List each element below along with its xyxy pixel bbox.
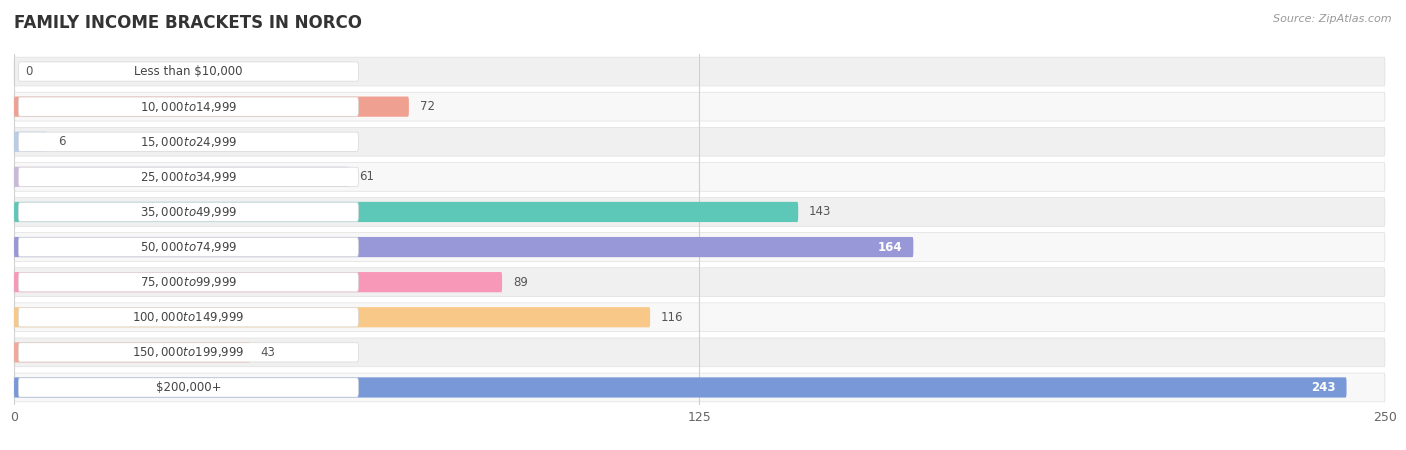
- FancyBboxPatch shape: [18, 167, 359, 186]
- Text: $10,000 to $14,999: $10,000 to $14,999: [139, 99, 238, 114]
- Text: 72: 72: [420, 100, 434, 113]
- Text: FAMILY INCOME BRACKETS IN NORCO: FAMILY INCOME BRACKETS IN NORCO: [14, 14, 363, 32]
- FancyBboxPatch shape: [18, 273, 359, 292]
- Text: $25,000 to $34,999: $25,000 to $34,999: [139, 170, 238, 184]
- FancyBboxPatch shape: [14, 303, 1385, 332]
- FancyBboxPatch shape: [14, 198, 1385, 226]
- Text: $100,000 to $149,999: $100,000 to $149,999: [132, 310, 245, 324]
- FancyBboxPatch shape: [18, 378, 359, 397]
- FancyBboxPatch shape: [18, 308, 359, 327]
- Text: 89: 89: [513, 276, 527, 288]
- Text: $15,000 to $24,999: $15,000 to $24,999: [139, 135, 238, 149]
- Text: $50,000 to $74,999: $50,000 to $74,999: [139, 240, 238, 254]
- FancyBboxPatch shape: [14, 167, 349, 187]
- FancyBboxPatch shape: [18, 132, 359, 151]
- FancyBboxPatch shape: [18, 62, 359, 81]
- FancyBboxPatch shape: [18, 238, 359, 256]
- Text: Source: ZipAtlas.com: Source: ZipAtlas.com: [1274, 14, 1392, 23]
- FancyBboxPatch shape: [14, 202, 799, 222]
- Text: 6: 6: [58, 135, 66, 148]
- FancyBboxPatch shape: [14, 378, 1347, 397]
- FancyBboxPatch shape: [14, 162, 1385, 191]
- Text: 43: 43: [262, 346, 276, 359]
- FancyBboxPatch shape: [18, 202, 359, 221]
- Text: 116: 116: [661, 311, 683, 324]
- FancyBboxPatch shape: [14, 338, 1385, 367]
- Text: 0: 0: [25, 65, 32, 78]
- FancyBboxPatch shape: [14, 373, 1385, 402]
- FancyBboxPatch shape: [18, 343, 359, 362]
- Text: $200,000+: $200,000+: [156, 381, 221, 394]
- FancyBboxPatch shape: [14, 237, 914, 257]
- FancyBboxPatch shape: [18, 97, 359, 116]
- FancyBboxPatch shape: [14, 342, 250, 362]
- FancyBboxPatch shape: [14, 92, 1385, 121]
- FancyBboxPatch shape: [14, 233, 1385, 261]
- Text: Less than $10,000: Less than $10,000: [134, 65, 243, 78]
- FancyBboxPatch shape: [14, 97, 409, 117]
- Text: 61: 61: [360, 171, 374, 183]
- Text: 164: 164: [877, 241, 903, 253]
- FancyBboxPatch shape: [14, 127, 1385, 156]
- FancyBboxPatch shape: [14, 57, 1385, 86]
- FancyBboxPatch shape: [14, 132, 46, 152]
- FancyBboxPatch shape: [14, 307, 650, 327]
- Text: 243: 243: [1310, 381, 1336, 394]
- Text: $150,000 to $199,999: $150,000 to $199,999: [132, 345, 245, 360]
- Text: 143: 143: [810, 206, 831, 218]
- FancyBboxPatch shape: [14, 268, 1385, 297]
- Text: $35,000 to $49,999: $35,000 to $49,999: [139, 205, 238, 219]
- FancyBboxPatch shape: [14, 272, 502, 292]
- Text: $75,000 to $99,999: $75,000 to $99,999: [139, 275, 238, 289]
